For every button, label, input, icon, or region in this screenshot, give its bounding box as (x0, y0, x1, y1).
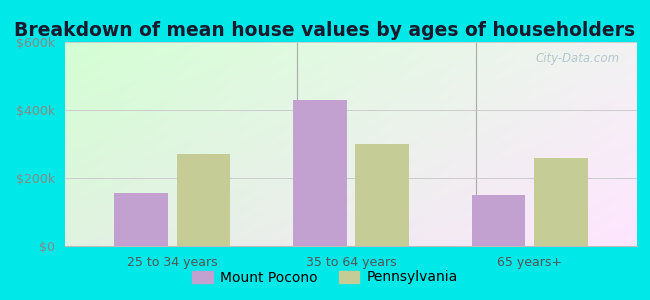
Bar (534, 158, 588, 246)
Bar (114, 193, 168, 246)
Text: City-Data.com: City-Data.com (536, 52, 620, 65)
Bar (177, 154, 230, 246)
Text: Breakdown of mean house values by ages of householders: Breakdown of mean house values by ages o… (14, 21, 636, 40)
Bar (356, 144, 409, 246)
Legend: Mount Pocono, Pennsylvania: Mount Pocono, Pennsylvania (187, 265, 463, 290)
Bar (472, 195, 525, 246)
Bar (293, 100, 346, 246)
